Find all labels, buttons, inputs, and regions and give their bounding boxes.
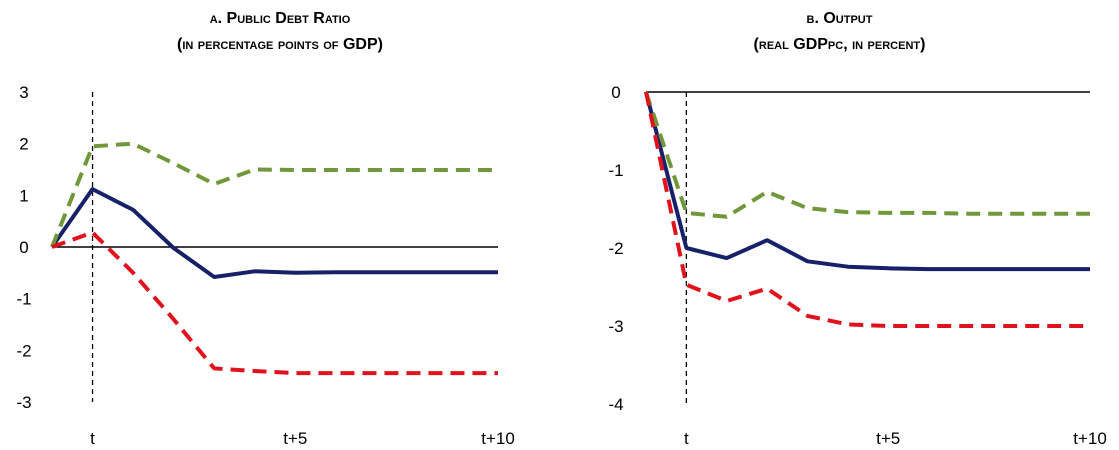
chart-title: a. Public Debt Ratio xyxy=(209,10,351,27)
panel-a: a. Public Debt Ratio (in percentage poin… xyxy=(0,6,560,448)
series-line-2 xyxy=(51,230,498,376)
y-tick-label: -4 xyxy=(608,395,623,414)
panel-b-title: b. Output (real GDPpc, in percent) xyxy=(560,6,1119,58)
panel-a-title: a. Public Debt Ratio (in percentage poin… xyxy=(0,6,560,58)
series-line-1 xyxy=(644,91,1090,219)
x-tick-label: t xyxy=(684,429,689,448)
series-line-0 xyxy=(50,187,498,279)
y-tick-label: 0 xyxy=(19,238,28,257)
x-tick-label: t xyxy=(90,429,95,448)
y-tick-label: -2 xyxy=(608,239,623,258)
debt-ratio-chart: 3 2 1 0 -1 -2 -3 t t+5 t+10 xyxy=(16,83,515,448)
x-tick-label: t+5 xyxy=(283,429,307,448)
chart-subtitle: (in percentage points of GDP) xyxy=(177,36,383,53)
y-tick-label: 3 xyxy=(19,83,28,102)
x-tick-label: t+10 xyxy=(481,429,515,448)
output-chart: 0 -1 -2 -3 -4 t t+5 t+10 xyxy=(608,83,1107,448)
y-tick-label: -1 xyxy=(16,290,31,309)
x-tick-label: t+10 xyxy=(1073,429,1107,448)
series-line-2 xyxy=(644,91,1090,328)
y-tick-label: 0 xyxy=(611,83,620,102)
x-tick-label: t+5 xyxy=(876,429,900,448)
y-tick-label: -3 xyxy=(16,393,31,412)
y-tick-label: 2 xyxy=(19,135,28,154)
chart-title: b. Output xyxy=(806,10,873,27)
y-tick-label: -2 xyxy=(16,341,31,360)
panel-b: b. Output (real GDPpc, in percent) 0 -1 -2… xyxy=(560,0,1119,450)
y-tick-label: -1 xyxy=(608,161,623,180)
y-tick-label: 1 xyxy=(19,186,28,205)
chart-subtitle: (real GDPpc, in percent) xyxy=(753,36,926,53)
series-line-1 xyxy=(50,141,498,248)
series-line-0 xyxy=(644,91,1090,272)
y-tick-label: -3 xyxy=(608,317,623,336)
